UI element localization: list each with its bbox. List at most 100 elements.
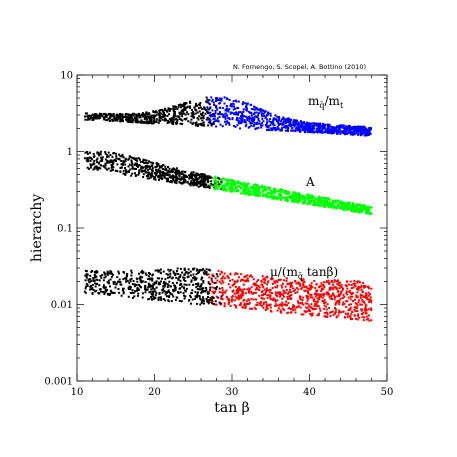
- data-point: [284, 291, 287, 294]
- data-point: [253, 123, 256, 126]
- data-point: [285, 196, 288, 199]
- data-point: [215, 295, 218, 298]
- axis-ticks: [76, 74, 388, 382]
- data-point: [111, 114, 114, 117]
- data-point: [106, 161, 109, 164]
- data-point: [353, 126, 356, 129]
- data-point: [361, 313, 364, 316]
- data-point: [324, 197, 327, 200]
- data-point: [135, 113, 138, 116]
- data-point: [195, 184, 198, 187]
- data-point: [124, 116, 127, 119]
- data-point: [191, 298, 194, 301]
- data-point: [160, 297, 163, 300]
- data-point: [112, 113, 115, 116]
- data-point: [307, 291, 310, 294]
- data-point: [172, 123, 175, 126]
- data-point: [291, 123, 294, 126]
- data-point: [258, 289, 261, 292]
- data-point: [210, 183, 213, 186]
- data-point: [238, 184, 241, 187]
- data-point: [199, 288, 202, 291]
- data-point: [119, 120, 122, 123]
- data-point: [242, 108, 245, 111]
- data-point: [254, 115, 257, 118]
- data-point: [278, 291, 281, 294]
- data-point: [117, 116, 120, 119]
- data-point: [250, 286, 253, 289]
- data-point: [321, 131, 324, 134]
- data-point: [104, 152, 107, 155]
- data-point: [301, 299, 304, 302]
- data-point: [318, 307, 321, 310]
- data-point: [170, 117, 173, 120]
- data-point: [203, 181, 206, 184]
- data-point: [92, 152, 95, 155]
- data-point: [93, 154, 96, 157]
- data-point: [118, 158, 121, 161]
- data-point: [262, 120, 265, 123]
- data-point: [177, 290, 180, 293]
- data-point: [298, 193, 301, 196]
- data-point: [179, 267, 182, 270]
- data-point: [303, 310, 306, 313]
- data-point: [218, 301, 221, 304]
- data-point: [189, 121, 192, 124]
- data-point: [285, 198, 288, 201]
- data-point: [264, 293, 267, 296]
- data-point: [333, 206, 336, 209]
- data-point: [170, 175, 173, 178]
- data-point: [331, 288, 334, 291]
- data-point: [175, 167, 178, 170]
- data-point: [345, 132, 348, 135]
- data-point: [127, 115, 130, 118]
- data-point: [133, 285, 136, 288]
- data-point: [203, 184, 206, 187]
- data-point: [265, 303, 268, 306]
- data-point: [317, 195, 320, 198]
- data-point: [245, 191, 248, 194]
- data-point: [191, 175, 194, 178]
- data-point: [294, 311, 297, 314]
- data-point: [169, 292, 172, 295]
- data-point: [241, 120, 244, 123]
- data-point: [224, 277, 227, 280]
- data-point: [327, 291, 330, 294]
- data-point: [236, 280, 239, 283]
- data-point: [331, 130, 334, 133]
- data-point: [308, 304, 311, 307]
- data-point: [139, 160, 142, 163]
- data-point: [352, 203, 355, 206]
- data-point: [245, 108, 248, 111]
- data-point: [286, 297, 289, 300]
- data-point: [369, 127, 372, 130]
- data-point: [117, 157, 120, 160]
- data-point: [349, 280, 352, 283]
- data-point: [201, 298, 204, 301]
- data-point: [101, 290, 104, 293]
- data-point: [182, 108, 185, 111]
- data-point: [202, 280, 205, 283]
- data-point: [292, 193, 295, 196]
- data-point: [127, 158, 130, 161]
- data-point: [174, 115, 177, 118]
- data-point: [200, 284, 203, 287]
- data-point: [302, 313, 305, 316]
- data-point: [246, 117, 249, 120]
- data-point: [345, 126, 348, 129]
- data-point: [280, 293, 283, 296]
- data-point: [250, 117, 253, 120]
- data-point: [103, 276, 106, 279]
- data-point: [266, 192, 269, 195]
- data-point: [273, 280, 276, 283]
- data-point: [226, 274, 229, 277]
- data-point: [88, 114, 91, 117]
- data-point: [243, 275, 246, 278]
- data-point: [290, 194, 293, 197]
- data-point: [286, 121, 289, 124]
- data-point: [142, 160, 145, 163]
- data-point: [280, 196, 283, 199]
- data-point: [245, 115, 248, 118]
- data-point: [131, 162, 134, 165]
- data-point: [274, 300, 277, 303]
